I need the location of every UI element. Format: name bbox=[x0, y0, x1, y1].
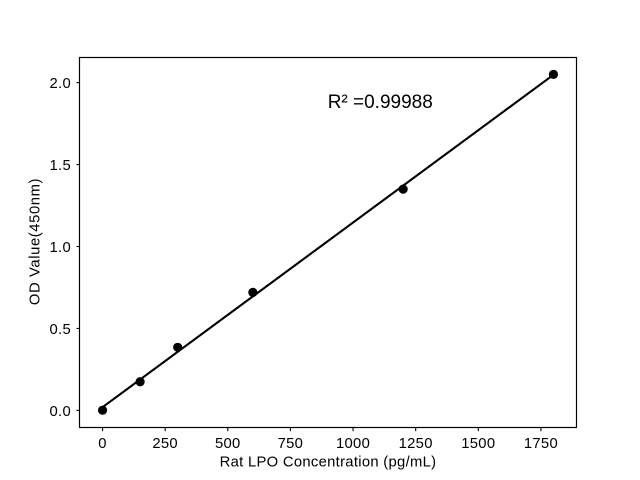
svg-text:1500: 1500 bbox=[461, 436, 495, 452]
svg-text:1750: 1750 bbox=[524, 436, 558, 452]
svg-text:1000: 1000 bbox=[336, 436, 370, 452]
svg-text:750: 750 bbox=[278, 436, 304, 452]
svg-text:250: 250 bbox=[152, 436, 178, 452]
svg-text:1.5: 1.5 bbox=[50, 158, 71, 174]
svg-text:0.5: 0.5 bbox=[50, 322, 71, 338]
svg-text:0: 0 bbox=[98, 436, 107, 452]
svg-text:R² =0.99988: R² =0.99988 bbox=[328, 92, 433, 113]
svg-text:0.0: 0.0 bbox=[50, 404, 71, 420]
svg-text:OD Value(450nm): OD Value(450nm) bbox=[28, 178, 44, 305]
svg-text:1.0: 1.0 bbox=[50, 240, 71, 256]
svg-text:2.0: 2.0 bbox=[50, 76, 71, 92]
svg-text:Rat LPO Concentration (pg/mL): Rat LPO Concentration (pg/mL) bbox=[220, 455, 437, 471]
svg-text:1250: 1250 bbox=[399, 436, 433, 452]
svg-text:500: 500 bbox=[215, 436, 241, 452]
